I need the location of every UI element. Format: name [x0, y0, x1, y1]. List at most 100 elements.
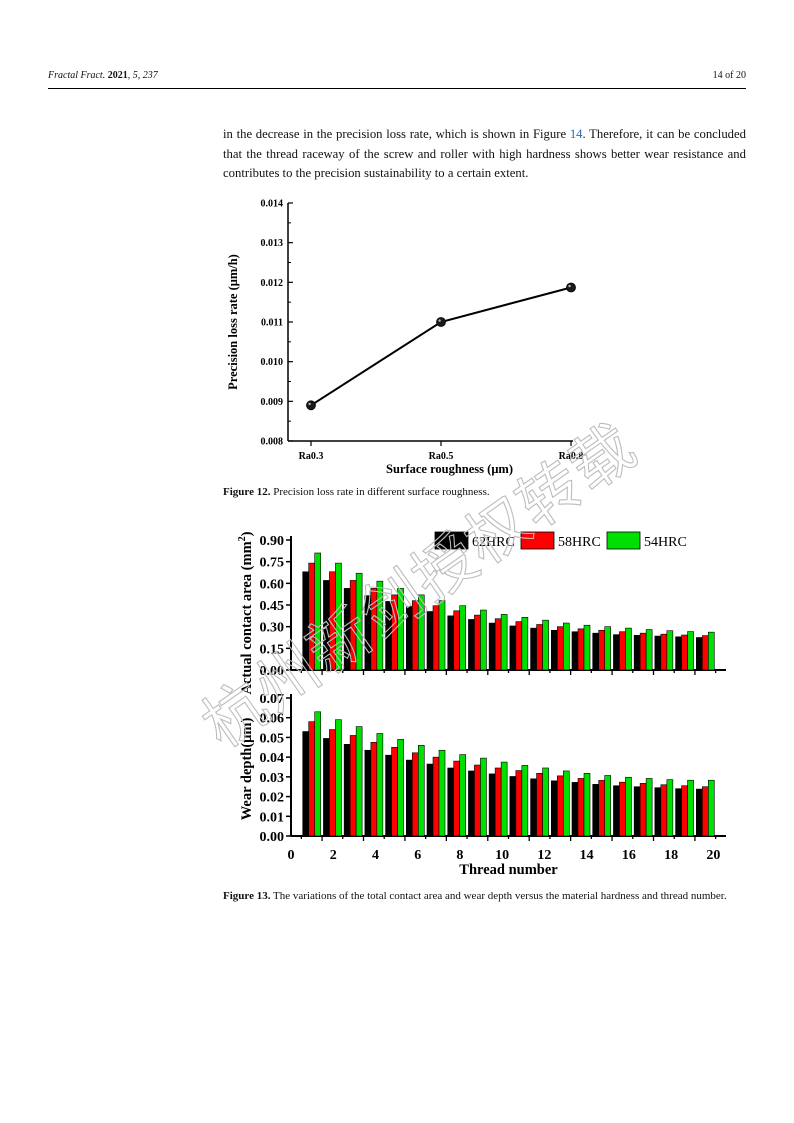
- wear-depth-bar-54HRC: [355, 726, 363, 837]
- wear-depth-bar-58HRC: [639, 783, 647, 837]
- wear-depth-bar-54HRC: [707, 779, 715, 837]
- x-tick-label: 0: [288, 848, 295, 863]
- contact-area-bar-54HRC: [666, 630, 674, 671]
- wear-depth-bar-54HRC: [314, 711, 322, 837]
- contact-area-bar-54HRC: [542, 619, 549, 671]
- page-number: 14 of 20: [712, 70, 746, 81]
- wear-depth-bar-58HRC: [536, 773, 543, 837]
- data-point-highlight: [568, 284, 571, 288]
- legend-label-62HRC: 62HRC: [472, 535, 515, 550]
- wear-depth-bar-54HRC: [335, 719, 342, 837]
- x-tick-label: Ra0.3: [299, 451, 324, 462]
- figure-12-line-chart: 0.008 0.009 0.010 0.011 0.012 0.013 0.014 Ra0.3…: [226, 199, 584, 477]
- figure-12-label: Figure 12.: [223, 486, 271, 498]
- wear-depth-bar-58HRC: [391, 746, 398, 837]
- wear-depth-bar-58HRC: [474, 764, 481, 837]
- x-tick-label: Ra0.8: [559, 451, 584, 462]
- contact-area-bar-54HRC: [335, 562, 342, 671]
- wear-depth-bar-58HRC: [494, 767, 502, 837]
- contact-area-bar-62HRC: [571, 631, 579, 671]
- contact-area-bar-62HRC: [592, 632, 600, 671]
- wear-depth-bar-54HRC: [583, 773, 591, 837]
- contact-area-bar-58HRC: [453, 610, 461, 671]
- x-tick-label: Ra0.5: [429, 451, 454, 462]
- legend-label-54HRC: 54HRC: [644, 535, 687, 550]
- journal-name: Fractal Fract.: [48, 70, 106, 81]
- contact-area-y-tick-label: 0.30: [260, 621, 285, 636]
- contact-area-y-tick-label: 0.75: [260, 556, 285, 571]
- contact-area-bar-58HRC: [681, 634, 688, 671]
- contact-area-bar-58HRC: [308, 562, 316, 671]
- wear-depth-bar-58HRC: [349, 735, 357, 837]
- journal-year: 2021: [107, 70, 128, 81]
- wear-depth-bar-62HRC: [613, 785, 620, 837]
- figure-13-caption: Figure 13. The variations of the total c…: [223, 888, 746, 904]
- figure-13-caption-text: The variations of the total contact area…: [273, 890, 727, 902]
- contact-area-bar-62HRC: [509, 625, 517, 671]
- contact-area-bar-54HRC: [314, 552, 322, 671]
- contact-area-bar-54HRC: [707, 631, 715, 671]
- y-tick-label: 0.014: [261, 199, 284, 210]
- contact-area-bar-58HRC: [494, 618, 502, 671]
- contact-area-bar-62HRC: [343, 588, 351, 671]
- wear-depth-bar-62HRC: [530, 778, 537, 837]
- x-tick-label: 14: [580, 848, 594, 863]
- y-tick-label: 0.012: [261, 278, 284, 289]
- contact-area-bar-62HRC: [405, 606, 413, 671]
- wear-depth-bar-54HRC: [480, 757, 487, 837]
- x-tick-label: 18: [664, 848, 678, 863]
- wear-depth-bar-54HRC: [438, 749, 446, 837]
- wear-depth-bar-58HRC: [681, 785, 688, 837]
- wear-depth-bar-58HRC: [370, 742, 378, 837]
- contact-area-y-tick-label: 0.60: [260, 577, 285, 592]
- figure-12-caption-text: Precision loss rate in different surface…: [273, 486, 490, 498]
- contact-area-bar-58HRC: [577, 628, 585, 671]
- wear-depth-bar-54HRC: [500, 761, 508, 837]
- figure-reference-link[interactable]: 14: [569, 127, 583, 141]
- x-tick-label: 20: [706, 848, 720, 863]
- data-point: [306, 400, 316, 411]
- wear-depth-bar-62HRC: [695, 788, 703, 837]
- contact-area-bar-62HRC: [468, 619, 475, 671]
- wear-depth-bar-58HRC: [701, 786, 709, 837]
- wear-depth-y-tick-label: 0.07: [260, 692, 285, 707]
- wear-depth-bar-58HRC: [453, 760, 461, 837]
- contact-area-y-tick-label: 0.90: [260, 534, 285, 549]
- wear-depth-bar-54HRC: [687, 779, 694, 837]
- wear-depth-bar-54HRC: [417, 745, 425, 837]
- wear-depth-bar-58HRC: [598, 780, 606, 837]
- contact-area-bar-54HRC: [625, 627, 632, 671]
- contact-area-bar-54HRC: [417, 594, 425, 671]
- contact-area-bar-58HRC: [329, 571, 336, 671]
- contact-area-bar-54HRC: [355, 572, 363, 671]
- wear-depth-bar-62HRC: [385, 754, 392, 837]
- contact-area-y-axis-title: Actual contact area (mm2): [237, 531, 255, 694]
- data-point-highlight: [438, 319, 441, 322]
- contact-area-bar-58HRC: [619, 631, 626, 671]
- contact-area-bar-62HRC: [530, 627, 537, 671]
- wear-depth-y-tick-label: 0.06: [260, 712, 285, 727]
- y-tick-label: 0.011: [261, 318, 283, 329]
- contact-area-bar-54HRC: [604, 626, 612, 671]
- wear-depth-bar-54HRC: [397, 739, 404, 837]
- contact-area-bar-62HRC: [323, 580, 330, 671]
- wear-depth-bar-58HRC: [619, 781, 626, 837]
- wear-depth-bar-58HRC: [308, 721, 316, 837]
- wear-depth-bar-62HRC: [509, 776, 517, 837]
- figure-12-caption: Figure 12. Precision loss rate in differ…: [223, 484, 746, 500]
- wear-depth-bar-62HRC: [405, 759, 413, 837]
- contact-area-bar-58HRC: [474, 614, 481, 671]
- contact-area-bar-58HRC: [349, 580, 357, 671]
- running-header-citation: Fractal Fract. 2021, 5, 237: [48, 70, 158, 81]
- y-axis-title: Precision loss rate (μm/h): [226, 254, 240, 390]
- wear-depth-bar-54HRC: [645, 778, 653, 837]
- x-tick-label: 8: [456, 848, 463, 863]
- contact-area-bar-54HRC: [645, 629, 653, 671]
- wear-depth-bar-62HRC: [426, 763, 434, 837]
- wear-depth-bar-58HRC: [515, 770, 523, 837]
- wear-depth-bar-58HRC: [556, 775, 564, 837]
- wear-depth-bar-62HRC: [654, 787, 662, 837]
- body-paragraph: in the decrease in the precision loss ra…: [223, 125, 746, 184]
- wear-depth-y-tick-label: 0.01: [260, 810, 285, 825]
- contact-area-bar-58HRC: [660, 633, 668, 671]
